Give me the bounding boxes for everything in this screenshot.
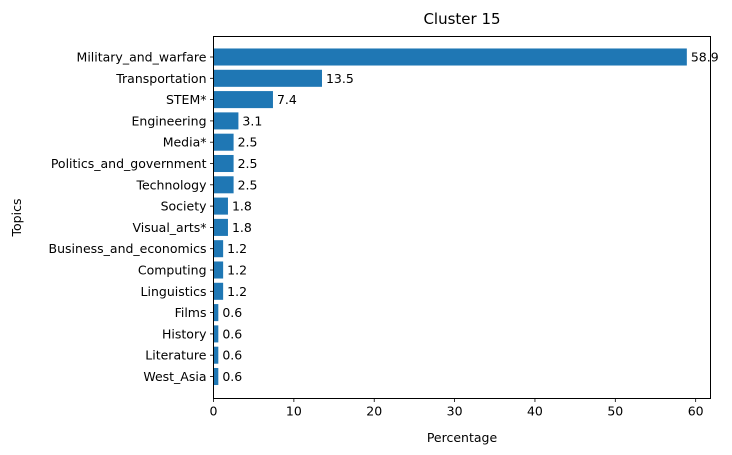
bar-value-label: 13.5 — [326, 71, 354, 86]
y-tick-label: Literature — [145, 348, 207, 363]
bar-value-label: 1.2 — [227, 284, 247, 299]
x-axis-label: Percentage — [427, 430, 498, 445]
x-tick-label: 10 — [286, 404, 302, 419]
bar-value-label: 1.2 — [227, 241, 247, 256]
y-tick-label: Media* — [163, 135, 207, 150]
y-tick-label: Technology — [135, 177, 207, 192]
value-labels-group: 58.9 13.5 7.4 3.1 2.5 2.5 2.5 1.8 1.8 1.2 1.2 1.2 0.… — [222, 50, 718, 385]
bar-value-label: 0.6 — [222, 326, 242, 341]
bar — [213, 176, 234, 194]
bar — [213, 325, 219, 343]
bar — [213, 282, 224, 300]
x-tick-label: 30 — [447, 404, 463, 419]
x-tick-label: 20 — [366, 404, 382, 419]
x-tick-label: 50 — [607, 404, 623, 419]
bar-value-label: 1.2 — [227, 263, 247, 278]
bar — [213, 218, 228, 236]
bars-group — [213, 48, 687, 386]
bar-value-label: 2.5 — [238, 156, 258, 171]
bar — [213, 154, 234, 173]
bar — [213, 304, 219, 322]
y-tick-label: Society — [161, 199, 208, 214]
bar-value-label: 0.6 — [222, 348, 242, 363]
bar — [213, 261, 224, 279]
bar — [213, 197, 228, 215]
bar-value-label: 2.5 — [238, 135, 258, 150]
bar — [213, 69, 322, 87]
y-tick-label: Computing — [138, 263, 207, 278]
y-tick-label: Films — [175, 305, 207, 320]
chart-title: Cluster 15 — [423, 10, 500, 28]
x-tick-label: 60 — [688, 404, 704, 419]
bar-value-label: 58.9 — [691, 50, 719, 65]
bar-value-label: 7.4 — [277, 92, 297, 107]
bar — [213, 367, 219, 386]
bar — [213, 240, 224, 258]
bar — [213, 48, 687, 66]
bar-value-label: 1.8 — [232, 220, 252, 235]
bar-value-label: 2.5 — [238, 177, 258, 192]
bar — [213, 91, 273, 109]
x-axis-ticks: 0 10 20 30 40 50 60 — [210, 398, 704, 419]
bar — [213, 346, 219, 364]
y-tick-label: History — [162, 326, 207, 341]
y-tick-label: Transportation — [115, 71, 206, 86]
y-tick-label: Military_and_warfare — [77, 50, 207, 65]
y-axis-label: Topics — [9, 199, 24, 238]
y-tick-label: Engineering — [132, 113, 207, 128]
x-tick-label: 0 — [210, 404, 218, 419]
y-tick-label: Visual_arts* — [132, 220, 206, 235]
x-tick-label: 40 — [527, 404, 543, 419]
y-tick-label: Politics_and_government — [51, 156, 207, 171]
bar-value-label: 0.6 — [222, 305, 242, 320]
y-tick-label: STEM* — [166, 92, 207, 107]
bar — [213, 133, 234, 151]
bar — [213, 112, 239, 130]
bar-value-label: 1.8 — [232, 199, 252, 214]
y-axis-ticks: Military_and_warfare Transportation STEM* E… — [49, 50, 214, 384]
y-tick-label: West_Asia — [143, 369, 206, 384]
bar-value-label: 3.1 — [242, 113, 262, 128]
plot-frame — [213, 36, 711, 399]
bar-value-label: 0.6 — [222, 369, 242, 384]
y-tick-label: Linguistics — [141, 284, 207, 299]
y-tick-label: Business_and_economics — [49, 241, 207, 256]
